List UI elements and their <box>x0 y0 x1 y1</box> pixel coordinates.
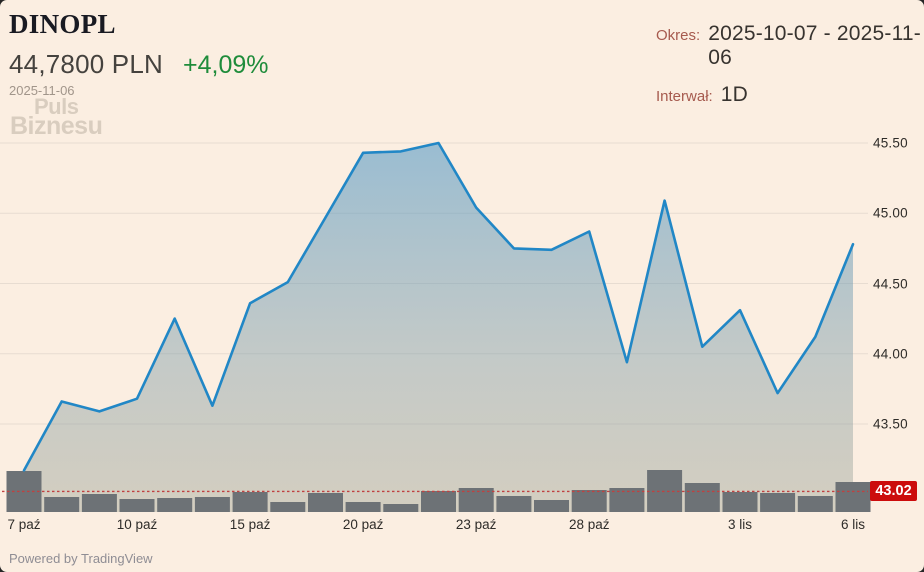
x-axis-label: 23 paź <box>455 517 497 532</box>
volume-bar <box>496 496 532 512</box>
volume-bar <box>119 499 155 512</box>
powered-by-tradingview-link[interactable]: Powered by TradingView <box>9 551 153 566</box>
y-axis-label: 43.50 <box>873 416 908 432</box>
x-axis-label: 10 paź <box>116 517 158 532</box>
period-label: Okres: <box>656 27 701 44</box>
volume-bar <box>835 482 871 512</box>
price-date: 2025-11-06 <box>9 82 75 98</box>
volume-bar <box>383 504 419 512</box>
price-axis[interactable]: 45.50 45.00 44.50 44.00 43.50 <box>868 130 924 440</box>
volume-bar <box>194 497 230 512</box>
x-axis-label: 7 paź <box>7 517 41 532</box>
time-axis[interactable]: 7 paź 10 paź 15 paź 20 paź 23 paź 28 paź 3 lis… <box>0 514 924 538</box>
volume-bar <box>44 497 80 512</box>
volume-bar <box>81 494 117 512</box>
page-title: DINOPL <box>9 9 116 39</box>
volume-bar <box>571 490 607 512</box>
volume-bar <box>345 502 381 512</box>
volume-bar <box>684 483 720 512</box>
last-price: 44,7800 PLN <box>9 48 163 79</box>
y-axis-label: 45.00 <box>873 205 908 221</box>
volume-bar <box>421 491 456 512</box>
volume-bar <box>157 498 193 512</box>
interval-label: Interwał: <box>656 88 713 105</box>
watermark-line1: Puls <box>34 94 79 119</box>
interval-value: 1D <box>720 83 748 106</box>
period-value: 2025-10-07 - 2025-11-06 <box>708 22 921 69</box>
volume-bar <box>534 500 569 512</box>
volume-bar <box>270 502 306 512</box>
y-axis-label: 44.00 <box>873 346 908 362</box>
volume-bar <box>308 493 343 512</box>
price-line <box>22 141 855 472</box>
y-axis-label: 44.50 <box>873 276 908 291</box>
x-axis-label: 15 paź <box>229 517 271 532</box>
volume-bar <box>760 493 796 512</box>
x-axis-label: 28 paź <box>568 517 610 532</box>
x-axis-label: 3 lis <box>727 517 752 532</box>
puls-biznesu-watermark: Puls Biznesu <box>10 94 103 141</box>
x-axis-label: 20 paź <box>342 517 384 532</box>
volume-bar <box>232 492 268 512</box>
watermark-line2: Biznesu <box>10 112 103 141</box>
last-close-price-badge: 43.02 <box>870 481 917 502</box>
range-info: Okres: 2025-10-07 - 2025-11-06 Interwał:… <box>656 22 924 120</box>
x-axis-label: 6 lis <box>840 517 866 532</box>
area-fill <box>24 143 853 512</box>
price-change-percent: +4,09% <box>183 50 269 79</box>
volume-bar <box>722 492 758 512</box>
y-axis-label: 45.50 <box>873 135 908 151</box>
header: DINOPL 44,7800 PLN +4,09% 2025-11-06 <box>9 9 269 98</box>
volume-bar <box>797 496 833 512</box>
